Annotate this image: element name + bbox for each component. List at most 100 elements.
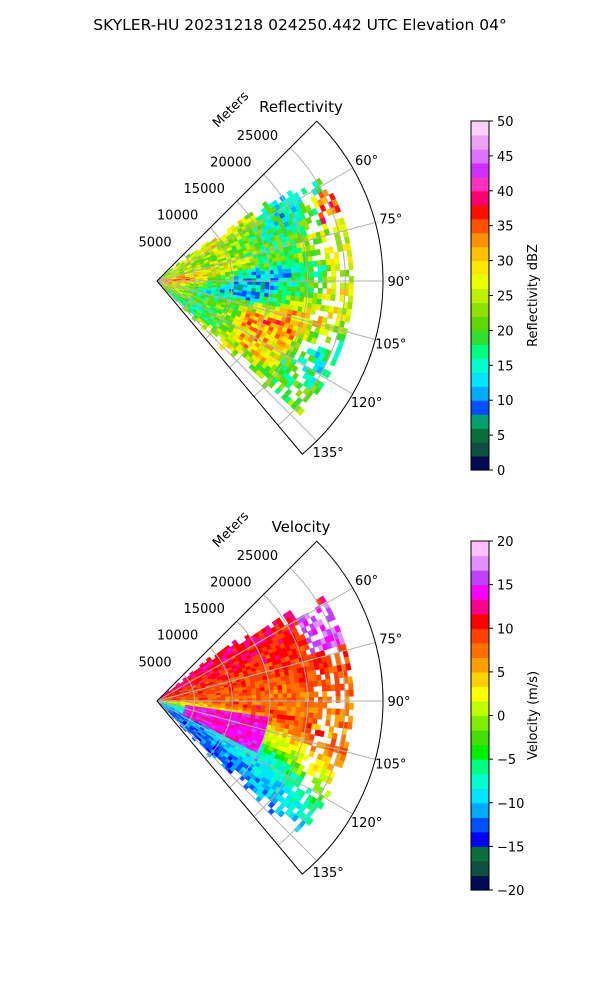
azimuth-spoke <box>156 642 376 702</box>
radar-cell <box>291 706 297 712</box>
radar-cell <box>285 679 291 685</box>
radar-cell <box>234 276 239 280</box>
colorbar-swatch <box>471 134 489 150</box>
radar-cell <box>317 265 323 272</box>
radar-cell <box>286 268 292 274</box>
radar-cell <box>291 282 297 288</box>
colorbar-swatch <box>471 831 489 847</box>
radar-cell <box>345 308 352 317</box>
colorbar: 0 5 10 15 20 25 30 35 40 45 50 Reflectivity dBZ <box>470 115 541 479</box>
colorbar-swatch <box>471 628 489 644</box>
radar-cell <box>273 701 279 707</box>
radar-cell <box>302 754 309 762</box>
range-tick-label: 20000 <box>210 155 251 170</box>
radar-cell <box>256 281 262 286</box>
radar-cell <box>242 692 248 697</box>
radar-cell <box>285 259 291 265</box>
radar-cell <box>308 712 314 719</box>
radar-cell <box>282 268 288 274</box>
colorbar-swatch <box>471 386 489 401</box>
radar-cell <box>325 776 334 785</box>
radar-cell <box>295 267 301 274</box>
radar-cell <box>251 281 257 286</box>
azimuth-spoke <box>156 167 353 282</box>
radar-cell <box>242 701 248 706</box>
colorbar-tick-label: −20 <box>497 884 524 899</box>
colorbar-swatch <box>471 657 489 673</box>
radar-cell <box>264 266 270 272</box>
radar-cell <box>247 704 253 709</box>
colorbar-swatch <box>471 344 489 359</box>
radar-cell <box>295 272 301 278</box>
radar-cell <box>324 673 331 680</box>
radar-cell <box>305 817 314 826</box>
radar-cell <box>267 808 275 816</box>
radar-cell <box>308 681 314 688</box>
radar-cell <box>295 286 301 293</box>
range-ring <box>180 674 196 731</box>
radar-cell <box>264 285 270 290</box>
colorbar-swatch <box>471 316 489 331</box>
range-tick-label: 25000 <box>237 549 278 564</box>
radar-cell <box>247 275 253 280</box>
radar-cell <box>298 716 305 723</box>
radar-cell <box>316 674 322 682</box>
radar-cell <box>233 273 239 277</box>
colorbar-swatch <box>471 274 489 290</box>
radar-cell <box>329 358 338 367</box>
radar-cell <box>334 677 340 685</box>
radar-cell <box>242 272 248 277</box>
radar-cell <box>260 285 266 290</box>
radar-cell <box>242 281 248 286</box>
radar-cell <box>346 722 353 730</box>
radar-cell <box>299 262 305 269</box>
radar-cell <box>347 256 354 264</box>
radar-cell <box>310 669 317 677</box>
radar-cell <box>339 683 345 691</box>
radar-cell <box>277 265 283 271</box>
radar-cell <box>312 712 319 720</box>
radar-cell <box>315 248 321 256</box>
colorbar-tick-label: 15 <box>497 579 514 594</box>
radar-cell <box>313 386 322 396</box>
panel-title: Reflectivity <box>259 98 343 116</box>
radar-cell <box>265 278 270 283</box>
colorbar-swatch <box>471 730 489 746</box>
colorbar-swatch <box>471 715 489 731</box>
range-tick-label: 5000 <box>139 655 172 670</box>
radar-cell <box>286 273 292 279</box>
radar-cell <box>295 697 301 703</box>
radar-cell <box>330 294 336 302</box>
radar-cell <box>321 259 327 267</box>
radar-cell <box>325 713 332 721</box>
radar-cell <box>344 236 351 245</box>
radar-cell <box>273 269 279 275</box>
azimuth-spoke <box>156 700 318 862</box>
radar-cell <box>281 260 287 266</box>
radar-cell <box>309 277 315 283</box>
radar-cell <box>282 277 288 283</box>
radar-cell <box>290 295 296 302</box>
colorbar-swatch <box>471 860 489 877</box>
radar-cell <box>334 257 340 265</box>
radar-cell <box>291 702 297 708</box>
radar-cell <box>225 276 231 280</box>
radar-cell <box>282 697 288 703</box>
azimuth-tick-label: 60° <box>355 574 378 589</box>
radar-cell <box>335 690 341 697</box>
radar-cell <box>238 692 244 697</box>
colorbar-tick-label: 0 <box>497 464 505 479</box>
colorbar-swatch <box>471 358 489 373</box>
radar-cell <box>277 290 283 296</box>
radar-cell <box>251 695 257 699</box>
colorbar-swatch <box>471 541 489 557</box>
radar-cell <box>264 701 270 707</box>
polar-grid <box>156 567 383 862</box>
radar-cell <box>344 656 351 665</box>
radar-cell <box>251 268 257 273</box>
radar-cell <box>260 274 266 279</box>
radar-cell <box>312 260 318 267</box>
radar-cell <box>315 177 323 187</box>
range-axis-label: Meters <box>210 509 252 551</box>
radar-cell <box>264 694 270 699</box>
